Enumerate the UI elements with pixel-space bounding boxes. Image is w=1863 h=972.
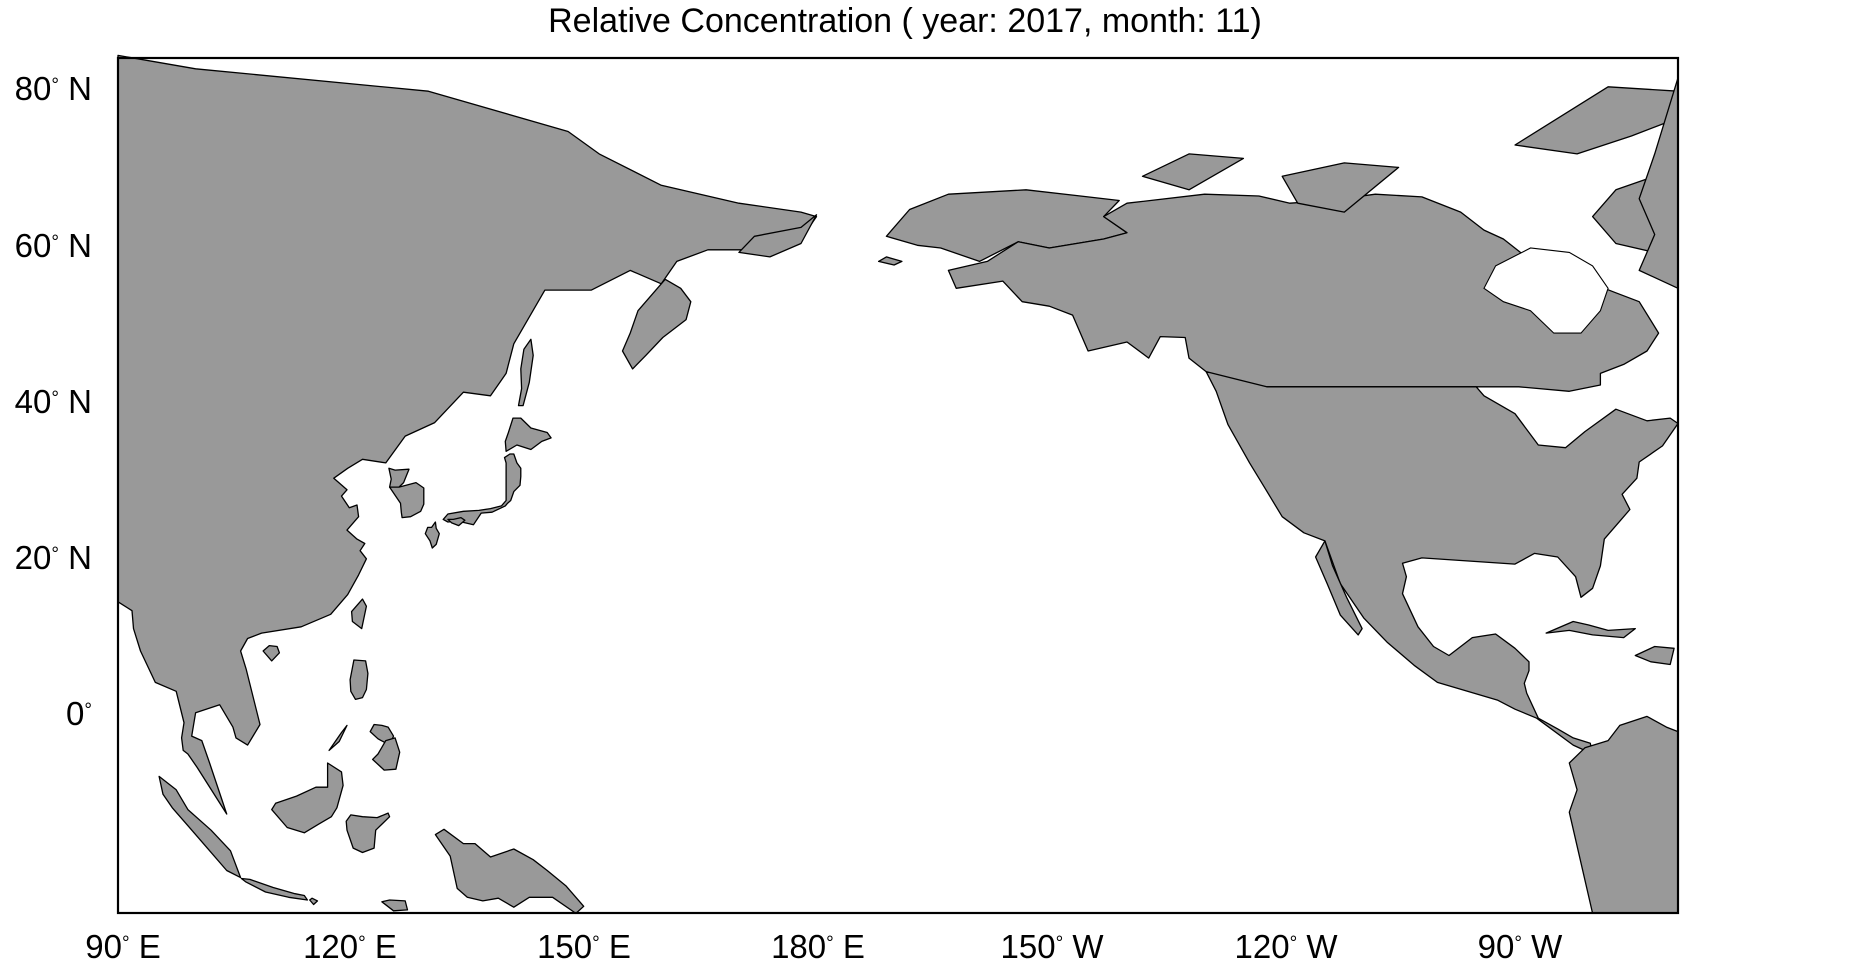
svg-text:20° N: 20° N [15,539,92,576]
svg-text:0°: 0° [66,695,92,732]
svg-text:80° N: 80° N [15,70,92,107]
svg-text:90° E: 90° E [85,928,161,965]
svg-text:90° W: 90° W [1478,928,1563,965]
svg-text:120° W: 120° W [1235,928,1339,965]
svg-text:180° E: 180° E [771,928,865,965]
svg-text:60° N: 60° N [15,227,92,264]
svg-text:120° E: 120° E [303,928,397,965]
svg-text:150° W: 150° W [1001,928,1105,965]
svg-text:40° N: 40° N [15,383,92,420]
svg-text:150° E: 150° E [537,928,631,965]
svg-text:Relative Concentration ( year:: Relative Concentration ( year: 2017, mon… [548,2,1262,40]
